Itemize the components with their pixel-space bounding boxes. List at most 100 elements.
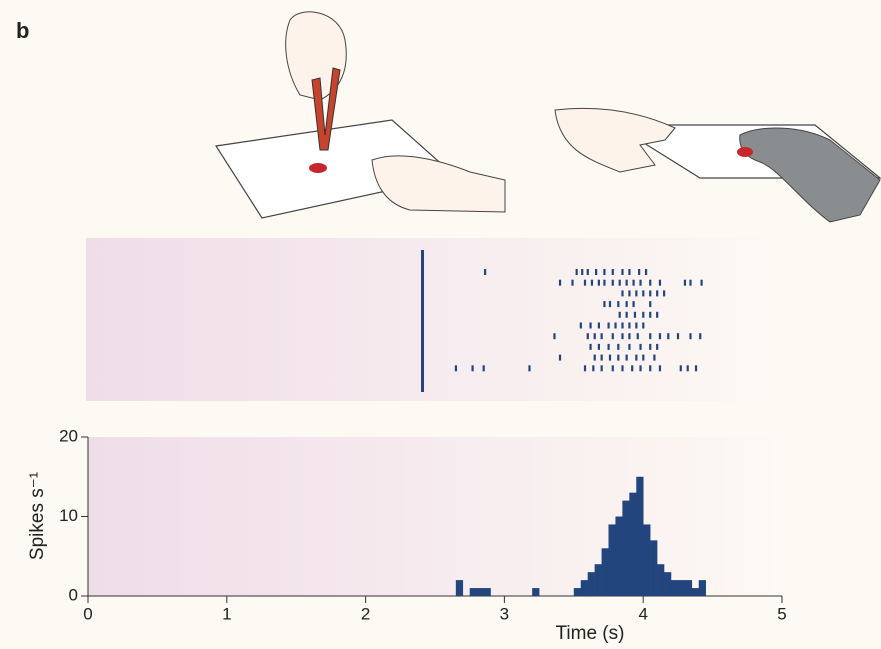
spike: [656, 312, 658, 318]
x-tick-label: 1: [222, 604, 231, 623]
spike: [598, 280, 600, 286]
spike: [528, 365, 530, 371]
spike: [608, 323, 610, 329]
spike: [587, 269, 589, 275]
raster-background: [86, 238, 776, 401]
x-tick-label: 3: [500, 604, 509, 623]
spike: [637, 333, 639, 339]
spike: [639, 344, 641, 350]
histogram-bar: [470, 588, 477, 596]
panel-label: b: [16, 18, 29, 43]
x-tick-label: 4: [638, 604, 647, 623]
histogram-bar: [685, 580, 692, 596]
spike: [634, 312, 636, 318]
spike: [649, 280, 651, 286]
spike: [617, 355, 619, 361]
figure: b Time (s) Spikes s⁻¹ 01234501020: [0, 0, 881, 649]
histogram-bar: [581, 580, 588, 596]
x-tick-label: 5: [777, 604, 786, 623]
histogram-bar: [574, 588, 581, 596]
histogram-bar: [477, 588, 484, 596]
spike: [592, 365, 594, 371]
spike: [626, 355, 628, 361]
spike: [628, 269, 630, 275]
spike: [581, 269, 583, 275]
spike: [621, 269, 623, 275]
spike: [584, 365, 586, 371]
spike: [695, 365, 697, 371]
spike: [639, 280, 641, 286]
spike: [680, 365, 682, 371]
spike: [649, 365, 651, 371]
y-axis-label: Spikes s⁻¹: [27, 472, 48, 560]
spike: [598, 323, 600, 329]
spike: [656, 290, 658, 296]
page: {"panel_label": "b", "chart_data": [ {"t…: [0, 0, 881, 649]
spike: [559, 280, 561, 286]
spike: [612, 269, 614, 275]
y-tick-label: 10: [59, 506, 78, 525]
spike: [684, 280, 686, 286]
histogram-bar: [615, 517, 622, 597]
histogram-bar: [595, 564, 602, 596]
spike: [484, 269, 486, 275]
spike: [571, 280, 573, 286]
spike: [656, 344, 658, 350]
spike: [689, 333, 691, 339]
spike: [603, 280, 605, 286]
spike: [653, 355, 655, 361]
spike: [635, 323, 637, 329]
spike: [614, 323, 616, 329]
y-tick-label: 0: [69, 585, 78, 604]
spike: [677, 333, 679, 339]
spike: [635, 290, 637, 296]
x-tick-label: 0: [83, 604, 92, 623]
spike: [598, 344, 600, 350]
spike: [594, 355, 596, 361]
spike: [642, 312, 644, 318]
spike: [591, 280, 593, 286]
spike: [649, 344, 651, 350]
spike: [667, 333, 669, 339]
spike: [626, 280, 628, 286]
spike: [663, 290, 665, 296]
spike: [687, 365, 689, 371]
spike: [638, 269, 640, 275]
histogram-bar: [602, 548, 609, 596]
spike: [612, 365, 614, 371]
spike: [587, 333, 589, 339]
spike: [628, 323, 630, 329]
histogram-bar: [622, 501, 629, 596]
spike: [642, 323, 644, 329]
spike: [609, 355, 611, 361]
spike: [608, 344, 610, 350]
histogram-bar: [692, 588, 699, 596]
spike: [642, 355, 644, 361]
spike: [595, 269, 597, 275]
spike: [612, 280, 614, 286]
y-tick-label: 20: [59, 426, 78, 445]
spike: [609, 301, 611, 307]
spike: [580, 323, 582, 329]
spike: [659, 280, 661, 286]
spike: [584, 280, 586, 286]
spike: [621, 290, 623, 296]
histogram-bar: [588, 572, 595, 596]
spike: [617, 344, 619, 350]
histogram-bar: [609, 524, 616, 596]
spike: [594, 333, 596, 339]
spike: [603, 301, 605, 307]
histogram-background: [88, 437, 782, 596]
spike: [649, 312, 651, 318]
spike: [455, 365, 457, 371]
spike: [601, 333, 603, 339]
illustration-left: [216, 12, 505, 218]
spike: [621, 365, 623, 371]
spike: [612, 333, 614, 339]
histogram-bar: [636, 477, 643, 596]
histogram-bar: [629, 493, 636, 596]
spike: [649, 333, 651, 339]
spike: [617, 301, 619, 307]
histogram-bar: [671, 580, 678, 596]
histogram-bar: [657, 564, 664, 596]
